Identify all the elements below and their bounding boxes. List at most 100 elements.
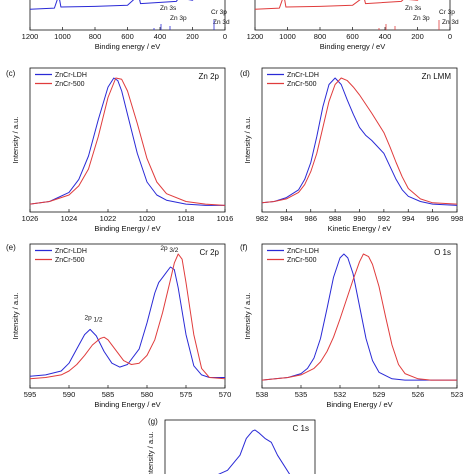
panel-title: O 1s (434, 248, 451, 257)
plot-frame (261, 67, 458, 213)
panel-c: 1026 1024 1022 1020 1018 1016 Binding Energy /… (11, 67, 234, 233)
series-line-zncr-ldh (30, 266, 225, 378)
legend-label: ZnCr-500 (55, 81, 85, 88)
panel-b: 1200 1000 800 600 400 200 0 Binding energy / eV… (247, 0, 459, 51)
annotation-cr3p: Cr 3p (439, 9, 455, 16)
x-tick-label: 595 (24, 390, 37, 399)
series-line-zncr-500 (30, 77, 225, 206)
legend-label: ZnCr-500 (55, 257, 85, 264)
x-tick-label: 0 (448, 32, 452, 41)
y-axis-title: Intensity / a.u. (243, 293, 252, 340)
annotation-zn3d: Zn 3d (442, 19, 459, 26)
annotation-2p32-sub: 3/2 (169, 247, 178, 254)
x-tick-label: 523 (451, 390, 464, 399)
x-tick-label: 994 (402, 214, 415, 223)
annotation-2p12: 2p (85, 314, 93, 321)
y-axis-title: Intensity / a.u. (11, 117, 20, 164)
panel-tag-f: (f) (240, 243, 248, 252)
annotation-cr3p: Cr 3p (211, 9, 227, 16)
series-line-zncr-ldh (218, 429, 291, 474)
x-tick-label: 990 (353, 214, 366, 223)
x-axis-title: Binding energy / eV (95, 42, 160, 51)
x-tick-label: 1000 (54, 32, 71, 41)
panel-e: 595 590 585 580 575 570 Binding Energy / eV Int… (11, 243, 231, 409)
y-axis-title: Intensity / a.u. (243, 117, 252, 164)
annotation-2p12-sub: 1/2 (94, 316, 103, 323)
x-tick-label: 1016 (217, 214, 234, 223)
plot-frame (261, 243, 458, 389)
plot-frame (29, 243, 226, 389)
x-tick-label: 532 (334, 390, 347, 399)
panel-tag-d: (d) (240, 69, 250, 78)
panel-tag-e: (e) (6, 243, 16, 252)
annotation-zn3s: Zn 3s (160, 5, 177, 12)
y-axis-title: Intensity / a.u. (146, 432, 155, 474)
annotation-zn3d: Zn 3d (213, 19, 230, 26)
x-tick-label: 538 (256, 390, 269, 399)
x-tick-label: 600 (346, 32, 359, 41)
x-tick-label: 529 (373, 390, 386, 399)
series-line-zncr-500 (262, 77, 457, 205)
x-tick-label: 400 (379, 32, 392, 41)
x-tick-label: 986 (304, 214, 317, 223)
annotation-zn3p: Zn 3p (170, 15, 187, 22)
legend-label: ZnCr-LDH (55, 248, 87, 255)
annotation-zn3p: Zn 3p (413, 15, 430, 22)
legend-label: ZnCr-LDH (287, 248, 319, 255)
x-tick-label: 600 (121, 32, 134, 41)
x-tick-label: 800 (314, 32, 327, 41)
x-tick-label: 1018 (178, 214, 195, 223)
x-axis-title: Binding Energy / eV (94, 400, 160, 409)
x-tick-label: 800 (89, 32, 102, 41)
x-tick-label: 1000 (279, 32, 296, 41)
x-tick-label: 996 (426, 214, 439, 223)
x-tick-label: 1024 (61, 214, 78, 223)
legend-label: ZnCr-500 (287, 81, 317, 88)
annotation-2p32: 2p (160, 245, 168, 252)
annotation-zn3s: Zn 3s (405, 5, 422, 12)
x-tick-label: 1200 (22, 32, 39, 41)
series-line-zncr-ldh (262, 253, 457, 381)
y-axis-title: Intensity / a.u. (11, 293, 20, 340)
panel-title: C 1s (293, 424, 309, 433)
series-line-zncr-500 (255, 0, 419, 10)
x-tick-label: 590 (63, 390, 76, 399)
x-tick-label: 580 (141, 390, 154, 399)
x-tick-label: 1022 (100, 214, 117, 223)
panel-tag-c: (c) (6, 69, 16, 78)
plot-frame (29, 67, 226, 213)
x-axis-title: Kinetic Energy / eV (328, 224, 392, 233)
series-line-zncr-500 (262, 253, 457, 381)
x-axis-title: Binding energy / eV (320, 42, 385, 51)
x-tick-label: 200 (186, 32, 199, 41)
panel-a: 1200 1000 800 600 400 200 0 Binding energy / eV… (22, 0, 230, 51)
panel-title: Cr 2p (199, 248, 219, 257)
x-tick-label: 400 (154, 32, 167, 41)
series-line-zncr-ldh (262, 77, 457, 206)
x-tick-label: 984 (280, 214, 293, 223)
series-line-zncr-ldh (30, 77, 225, 206)
panel-g: Intensity / a.u. C 1s (146, 419, 316, 474)
panel-tag-g: (g) (148, 417, 158, 426)
x-tick-label: 992 (378, 214, 391, 223)
x-axis-title: Binding Energy / eV (94, 224, 160, 233)
x-tick-label: 982 (256, 214, 269, 223)
legend-label: ZnCr-LDH (55, 72, 87, 79)
legend-label: ZnCr-500 (287, 257, 317, 264)
x-tick-label: 585 (102, 390, 115, 399)
plot-frame (29, 0, 226, 31)
x-tick-label: 988 (329, 214, 342, 223)
x-tick-label: 1026 (22, 214, 39, 223)
x-tick-label: 0 (223, 32, 227, 41)
panel-f: 538 535 532 529 526 523 Binding Energy / eV Int… (243, 243, 464, 409)
x-tick-label: 575 (180, 390, 193, 399)
plot-frame (164, 419, 316, 474)
panel-title: Zn LMM (422, 72, 452, 81)
x-tick-label: 1200 (247, 32, 264, 41)
legend-label: ZnCr-LDH (287, 72, 319, 79)
series-line-zncr-500 (30, 253, 225, 380)
x-tick-label: 535 (295, 390, 308, 399)
series-line-zncr-ldh (30, 0, 194, 10)
x-tick-label: 1020 (139, 214, 156, 223)
